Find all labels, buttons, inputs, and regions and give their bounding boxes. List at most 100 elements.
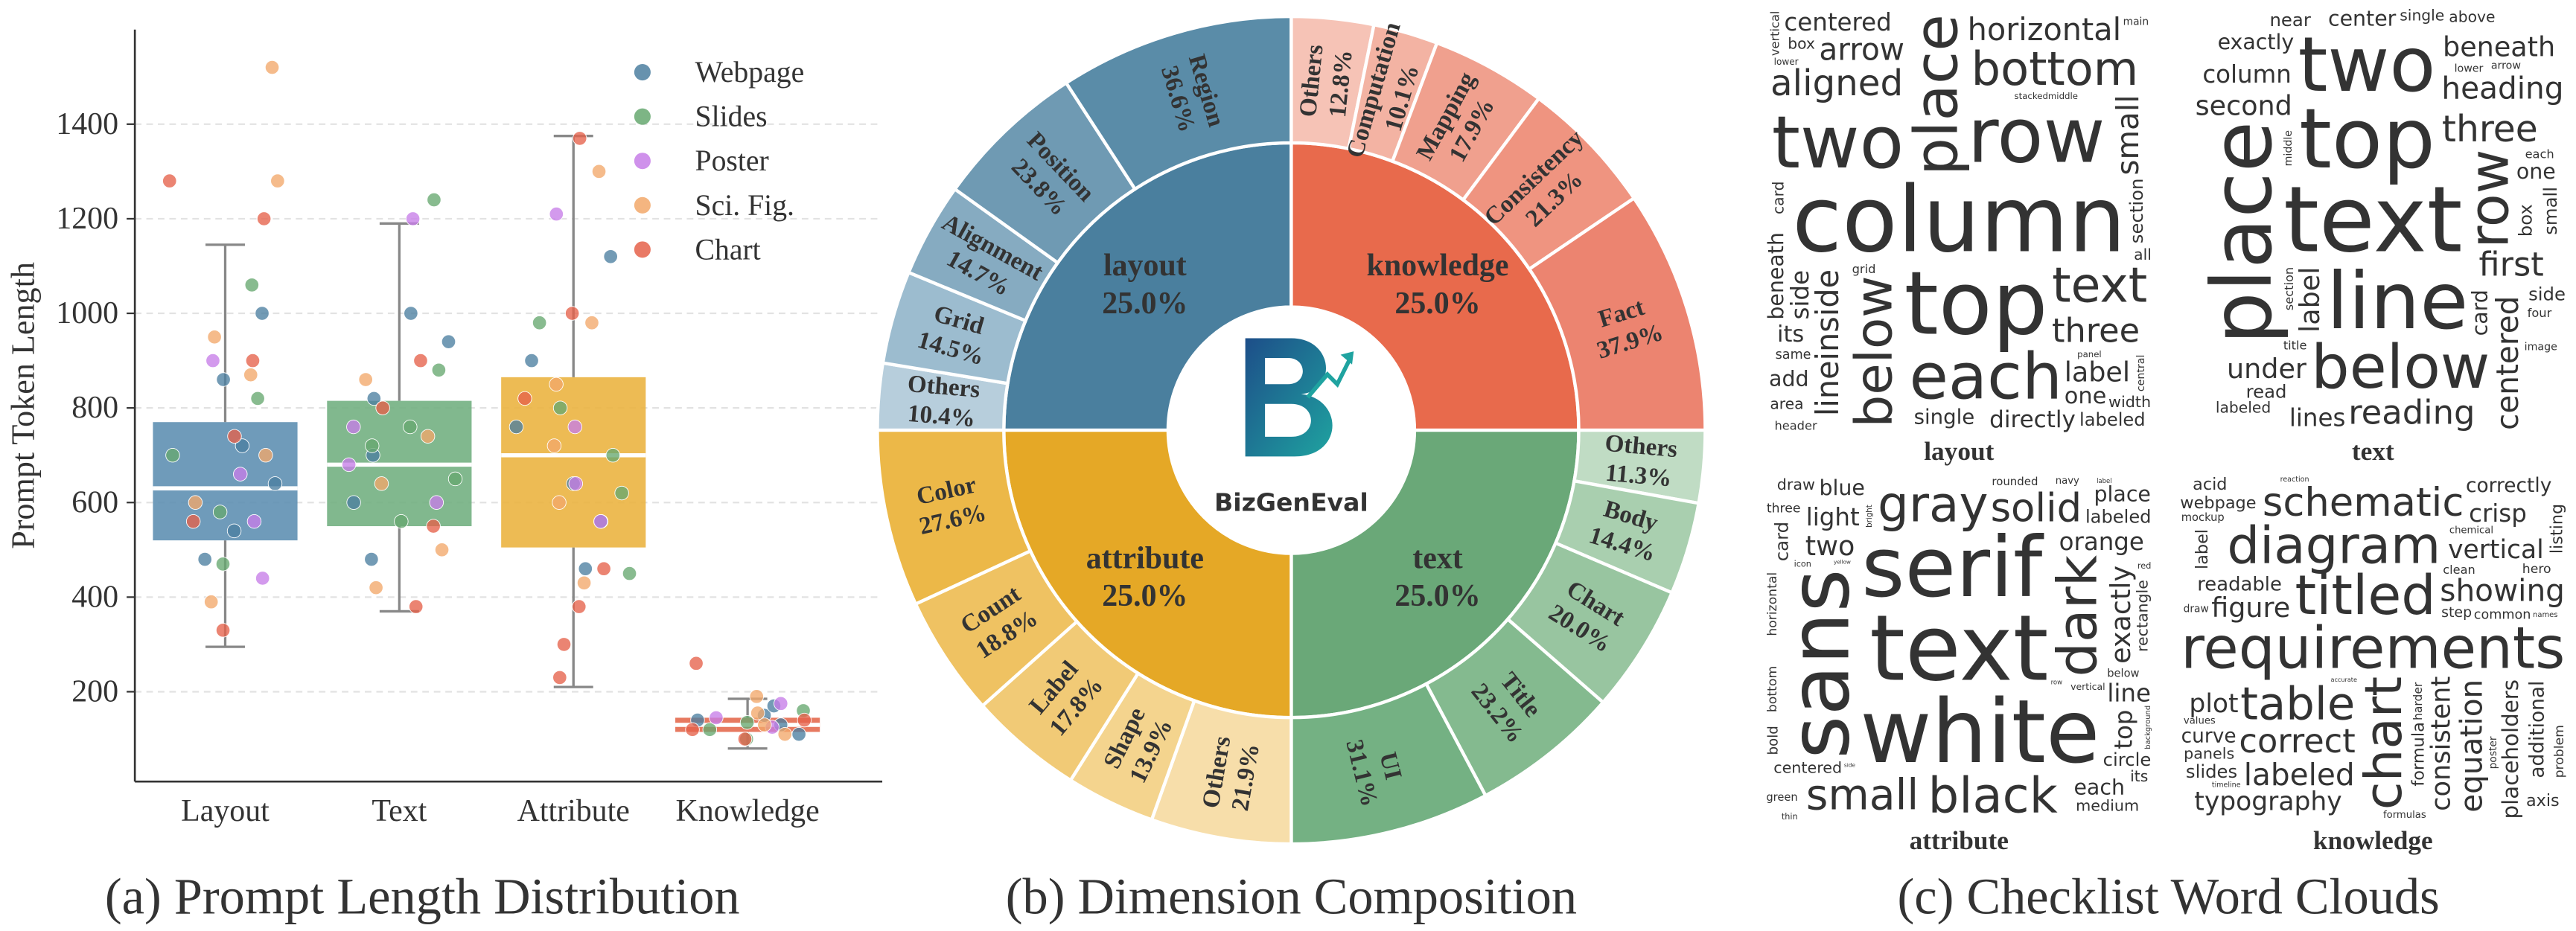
cloud-word: label: [2065, 356, 2130, 388]
cloud-word: one: [2516, 159, 2556, 184]
point: [364, 551, 379, 567]
cloud-word: arrow: [2491, 60, 2521, 71]
cloud-word: vertical: [1768, 11, 1782, 56]
outer-category: Others: [1604, 430, 1678, 464]
cloud-word: central: [2135, 355, 2147, 392]
cloud-word: vertical: [2070, 681, 2105, 692]
cloud-word: top: [2110, 710, 2138, 749]
cloud-word: lower: [2455, 63, 2484, 74]
cloud-word: horizontal: [1765, 572, 1780, 636]
point: [235, 438, 250, 453]
cloud-word: black: [1928, 768, 2058, 825]
cloud-word: line: [2327, 255, 2468, 347]
cloud-label: layout: [1924, 437, 1994, 466]
cloud-word: row: [2458, 150, 2521, 249]
cloud-word: requirements: [2181, 615, 2565, 682]
legend-marker: [634, 153, 651, 170]
point: [270, 173, 285, 188]
cloud-word: values: [2184, 716, 2216, 727]
cloud-word: centered: [1773, 758, 1842, 776]
point: [264, 60, 280, 75]
point: [532, 316, 547, 330]
point: [203, 595, 219, 610]
point: [576, 575, 592, 591]
cloud-word: label: [2097, 477, 2111, 484]
cloud-word: line: [2107, 679, 2151, 707]
point: [403, 419, 418, 435]
cloud-word: aligned: [1770, 63, 1903, 104]
legend-marker: [634, 196, 651, 214]
point: [246, 514, 262, 529]
cloud-word: typography: [2194, 787, 2341, 816]
inner-label: knowledge: [1367, 249, 1509, 283]
cloud-word: lineinside: [1810, 269, 1846, 416]
point: [552, 670, 567, 685]
cloud-word: two: [1772, 100, 1904, 185]
point: [162, 173, 177, 188]
legend-marker: [634, 64, 651, 81]
cloud-word: image: [2525, 341, 2557, 353]
panel-title: (b) Dimension Composition: [1006, 868, 1577, 925]
point: [207, 330, 222, 345]
inner-label: layout: [1103, 249, 1187, 283]
cloud-word: names: [2533, 611, 2557, 619]
point: [739, 715, 755, 730]
point: [567, 419, 582, 435]
cloud-word: each: [2073, 775, 2125, 799]
point: [256, 211, 272, 226]
cloud-word: labeled: [2216, 399, 2271, 417]
cloud-word: lower: [1774, 57, 1799, 67]
point: [244, 278, 260, 292]
cloud-word: chart: [2354, 676, 2414, 810]
cloud-word: acid: [2193, 475, 2227, 494]
cloud-word: card: [1771, 522, 1793, 561]
cloud-word: thin: [1782, 812, 1798, 822]
point: [596, 561, 611, 576]
cloud-word: webpage: [2180, 493, 2256, 513]
cloud-word: hero: [2522, 562, 2551, 577]
point: [702, 722, 718, 738]
inner-value-label: 25.0%: [1102, 287, 1187, 321]
cloud-word: light: [1806, 503, 1860, 531]
point: [546, 438, 562, 453]
y-tick-label: 400: [71, 580, 118, 614]
cloud-word: top: [1904, 252, 2048, 354]
point: [622, 566, 637, 581]
cloud-word: showing: [2440, 573, 2565, 609]
point: [568, 476, 584, 491]
cloud-word: section: [2126, 179, 2147, 244]
point: [614, 485, 629, 501]
cloud-word: dark: [2046, 554, 2109, 676]
cloud-word: small: [1806, 771, 1919, 820]
cloud-word: box: [1788, 34, 1815, 52]
cloud-word: plot: [2189, 689, 2238, 719]
point: [185, 514, 201, 529]
cloud-word: timeline: [2212, 781, 2241, 789]
point: [233, 467, 248, 482]
cloud-word: area: [1770, 394, 1803, 412]
point: [549, 377, 564, 392]
cloud-word: clean: [2443, 563, 2475, 577]
cloud-word: bold: [1765, 726, 1781, 755]
cloud-word: crisp: [2469, 499, 2527, 528]
cloud-word: exactly: [2105, 566, 2137, 664]
cloud-word: navy: [2056, 476, 2079, 487]
cloud-word: bright: [1865, 505, 1874, 528]
logo-icon: [1245, 338, 1354, 457]
cloud-word: step: [2441, 604, 2472, 621]
x-tick-label: Text: [372, 794, 427, 828]
cloud-word: box: [2514, 204, 2536, 237]
cloud-word: text: [1869, 596, 2048, 702]
cloud-word: below: [1845, 275, 1904, 427]
cloud-word: labeled: [2085, 507, 2152, 528]
cloud-word: under: [2227, 353, 2307, 385]
point: [358, 372, 373, 387]
cloud-word: read: [2246, 380, 2287, 402]
point: [346, 495, 361, 510]
cloud-word: each: [1909, 340, 2062, 414]
point: [593, 514, 608, 529]
cloud-word: first: [2479, 246, 2544, 284]
point: [165, 447, 180, 463]
